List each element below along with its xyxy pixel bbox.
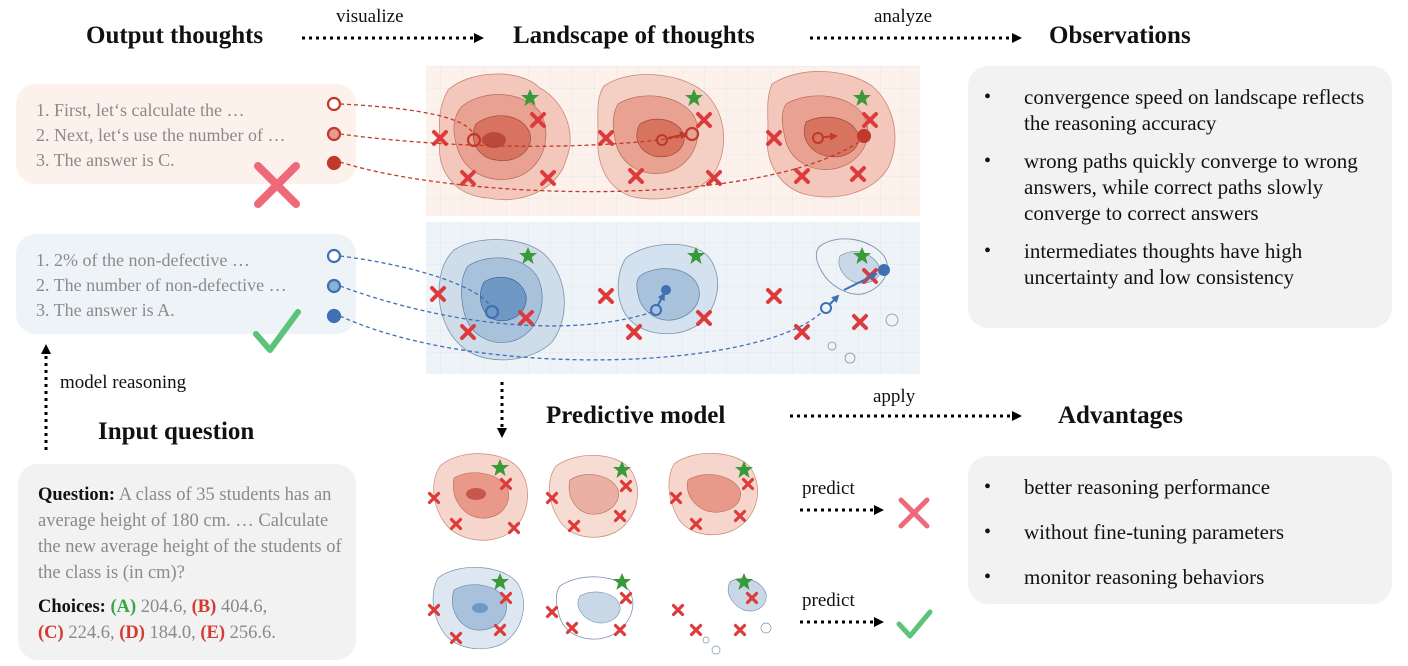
choice-c-value: 224.6, [68,623,115,643]
observations-box: convergence speed on landscape reflects … [968,66,1392,328]
correct-landscape-2 [598,243,719,340]
advantage-3: monitor reasoning behaviors [968,564,1378,590]
correct-thoughts-box: 1. 2% of the non-defective … 2. The numb… [16,234,356,334]
question-body: A class of 35 students has an average he… [38,485,342,583]
analyze-label: analyze [874,6,933,27]
landscape-heading: Landscape of thoughts [513,22,755,49]
advantage-2: without fine-tuning parameters [968,519,1378,545]
model-reasoning-label: model reasoning [60,372,187,393]
correct-thought-1: 1. 2% of the non-defective … [36,250,250,270]
wrong-landscape-row [426,66,920,216]
predictive-wrong-row [427,453,758,541]
wrong-thought-2: 2. Next, let‘s use the number of … [36,125,286,145]
wrong-thought-1: 1. First, let‘s calculate the … [36,100,245,120]
choice-a-key: (A) [110,597,137,617]
predict-correct-label: predict [802,590,855,611]
question-box: Question: A class of 35 students has an … [18,464,356,660]
predictive-wrong-3 [668,453,758,536]
advantage-1: better reasoning performance [968,474,1378,500]
question-label: Question: [38,485,116,505]
correct-landscape-3 [766,238,899,364]
wrong-step-2-dot [326,126,342,142]
wrong-step-1-dot [326,96,342,112]
correct-landscape-1 [430,239,565,361]
apply-label: apply [873,386,916,407]
correct-step-1-dot [326,248,342,264]
choice-c-key: (C) [38,623,64,643]
advantages-list: better reasoning performance without fin… [968,474,1378,590]
observation-3: intermediates thoughts have high uncerta… [968,238,1378,290]
correct-thought-3: 3. The answer is A. [36,300,175,320]
output-thoughts-heading: Output thoughts [86,22,264,49]
observation-1: convergence speed on landscape reflects … [968,84,1378,136]
wrong-landscape-2 [597,74,724,200]
predictive-correct-1 [427,567,524,650]
correct-connectors [339,255,823,361]
input-question-heading: Input question [98,418,255,445]
predict-check-icon [896,609,933,639]
wrong-step-3-dot [326,155,342,171]
predictive-wrong-2 [545,455,638,538]
predict-wrong-label: predict [802,478,855,499]
choices-label: Choices: [38,597,106,617]
question-text: Question: A class of 35 students has an … [38,482,344,586]
visualize-label: visualize [336,6,404,27]
predictive-correct-row [427,567,772,655]
correct-landscape-row [426,222,920,374]
choice-a-value: 204.6, [140,597,188,617]
correct-step-2-dot [326,278,342,294]
predictive-wrong-1 [427,453,528,541]
wrong-thought-3: 3. The answer is C. [36,150,175,170]
correct-thought-2: 2. The number of non-defective … [36,275,287,295]
wrong-landscape-3 [766,71,896,198]
choices: Choices: (A) 204.6, (B) 404.6, (C) 224.6… [38,594,338,646]
choice-b-value: 404.6, [220,597,268,617]
big-check-icon [253,309,301,353]
predictive-correct-3 [671,573,772,655]
predictive-correct-2 [545,573,634,640]
choice-d-value: 184.0, [149,623,196,643]
predict-cross-icon [898,497,930,529]
choice-b-key: (B) [191,597,217,617]
observation-2: wrong paths quickly converge to wrong an… [968,148,1378,226]
choice-e-value: 256.6. [229,623,276,643]
big-cross-icon [254,162,300,208]
observations-list: convergence speed on landscape reflects … [968,84,1378,290]
advantages-heading: Advantages [1058,402,1184,429]
advantages-box: better reasoning performance without fin… [968,456,1392,604]
correct-step-3-dot [326,308,342,324]
wrong-landscape-1 [432,73,571,201]
predictive-model-heading: Predictive model [546,402,726,429]
choice-e-key: (E) [200,623,226,643]
wrong-connectors [339,103,863,193]
observations-heading: Observations [1049,22,1191,49]
choice-d-key: (D) [119,623,145,643]
